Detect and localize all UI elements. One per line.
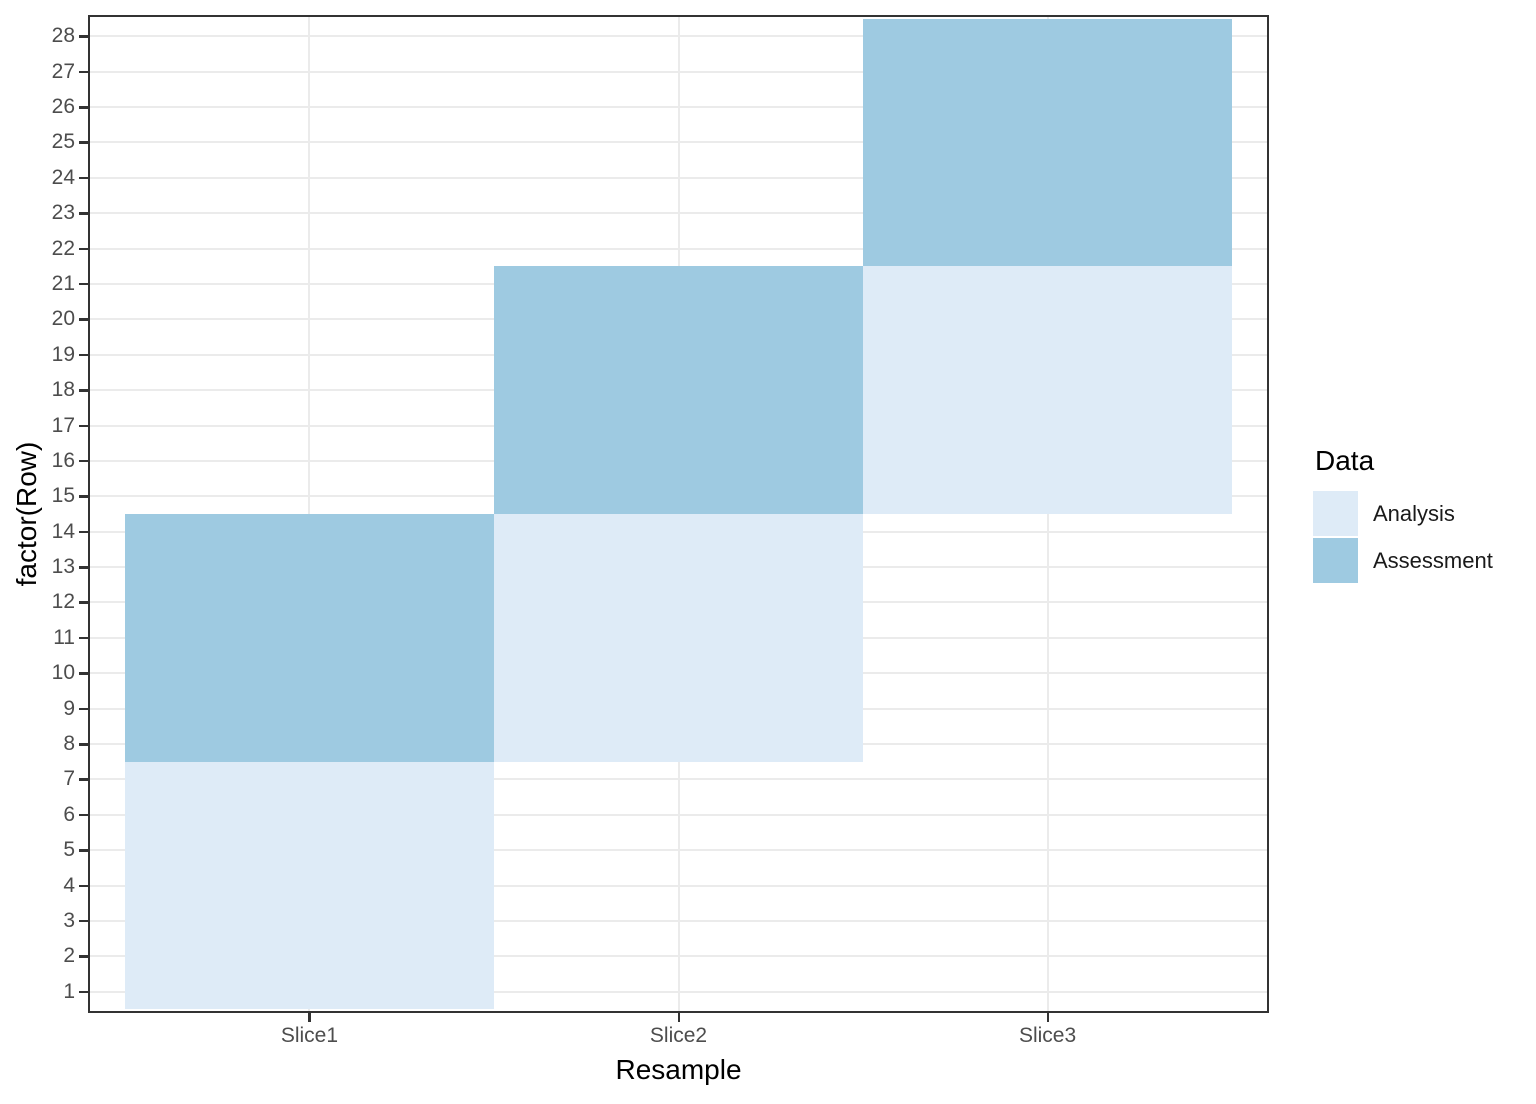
- legend-label: Assessment: [1373, 547, 1493, 573]
- legend: Data Analysis Assessment: [1313, 444, 1493, 585]
- y-tick-mark: [79, 282, 88, 286]
- y-tick-mark: [79, 35, 88, 38]
- y-tick-mark: [79, 353, 88, 357]
- plot-panel: [88, 15, 1269, 1013]
- y-tick-mark: [79, 601, 88, 604]
- legend-swatch-assessment: [1313, 538, 1358, 583]
- y-tick-mark: [79, 141, 88, 144]
- y-tick-mark: [79, 106, 88, 109]
- legend-key-assessment: Assessment: [1313, 538, 1493, 583]
- tile-slice3-analysis: [863, 266, 1233, 514]
- y-tick-mark: [79, 495, 88, 498]
- y-tick-label: 22: [51, 236, 75, 260]
- tile-slice3-assessment: [863, 18, 1233, 267]
- y-tick-label: 12: [51, 590, 75, 614]
- tile-slice1-analysis: [124, 761, 494, 1010]
- x-tick-mark: [308, 1013, 311, 1022]
- y-tick-label: 5: [63, 838, 75, 862]
- legend-title: Data: [1315, 445, 1375, 476]
- y-tick-label: 16: [51, 448, 75, 472]
- y-tick-mark: [79, 636, 88, 640]
- y-tick-label: 19: [51, 342, 75, 366]
- x-tick-label-slice2: Slice2: [649, 1024, 708, 1047]
- tile-slice2-assessment: [493, 266, 864, 514]
- y-tick-label: 4: [63, 873, 75, 897]
- y-tick-label: 10: [51, 661, 75, 685]
- tile-slice1-assessment: [124, 514, 494, 762]
- y-tick-label: 28: [51, 24, 75, 48]
- y-tick-label: 20: [51, 307, 75, 331]
- y-tick-label: 18: [51, 378, 75, 402]
- x-tick-label-slice1: Slice1: [280, 1024, 339, 1047]
- y-tick-mark: [79, 566, 88, 569]
- y-tick-mark: [79, 849, 88, 852]
- y-tick-mark: [79, 955, 88, 958]
- y-tick-mark: [79, 318, 88, 321]
- y-tick-label: 15: [51, 484, 75, 508]
- y-tick-mark: [79, 990, 88, 994]
- y-tick-mark: [79, 672, 88, 675]
- y-tick-label: 14: [51, 519, 75, 543]
- y-tick-mark: [79, 424, 88, 428]
- x-tick-mark: [677, 1013, 680, 1022]
- y-tick-label: 6: [63, 802, 75, 826]
- x-tick-label-slice3: Slice3: [1018, 1024, 1077, 1047]
- y-tick-mark: [79, 530, 88, 534]
- y-tick-mark: [79, 707, 88, 711]
- y-tick-label: 9: [63, 696, 75, 720]
- y-tick-label: 26: [51, 95, 75, 118]
- y-tick-label: 2: [63, 944, 75, 968]
- y-tick-label: 21: [51, 271, 75, 295]
- y-tick-label: 11: [53, 625, 75, 649]
- y-tick-mark: [79, 247, 88, 251]
- y-tick-mark: [79, 778, 88, 781]
- y-tick-label: 8: [63, 732, 75, 756]
- y-tick-label: 17: [51, 413, 75, 437]
- y-tick-mark: [79, 176, 88, 180]
- y-tick-mark: [79, 70, 88, 74]
- y-tick-label: 24: [51, 165, 75, 189]
- y-tick-label: 13: [51, 555, 75, 579]
- legend-swatch-analysis: [1313, 491, 1358, 536]
- y-tick-mark: [79, 919, 88, 923]
- y-tick-mark: [79, 459, 88, 463]
- y-tick-label: 1: [63, 979, 75, 1003]
- y-tick-label: 27: [51, 59, 75, 83]
- legend-key-analysis: Analysis: [1313, 491, 1493, 536]
- gridline-vertical: [1046, 15, 1049, 1013]
- y-tick-mark: [79, 212, 88, 215]
- y-tick-label: 7: [63, 767, 75, 791]
- y-tick-mark: [79, 813, 88, 817]
- y-tick-mark: [79, 884, 88, 888]
- y-tick-label: 23: [51, 201, 75, 225]
- x-tick-mark: [1046, 1013, 1050, 1022]
- y-tick-mark: [79, 743, 88, 746]
- y-tick-label: 25: [51, 130, 75, 154]
- legend-label: Analysis: [1373, 500, 1455, 526]
- y-tick-label: 3: [63, 908, 75, 932]
- x-axis-title: Resample: [615, 1054, 742, 1085]
- tile-slice2-analysis: [493, 514, 864, 762]
- y-tick-mark: [79, 389, 88, 392]
- legend-keys: Analysis Assessment: [1313, 491, 1493, 583]
